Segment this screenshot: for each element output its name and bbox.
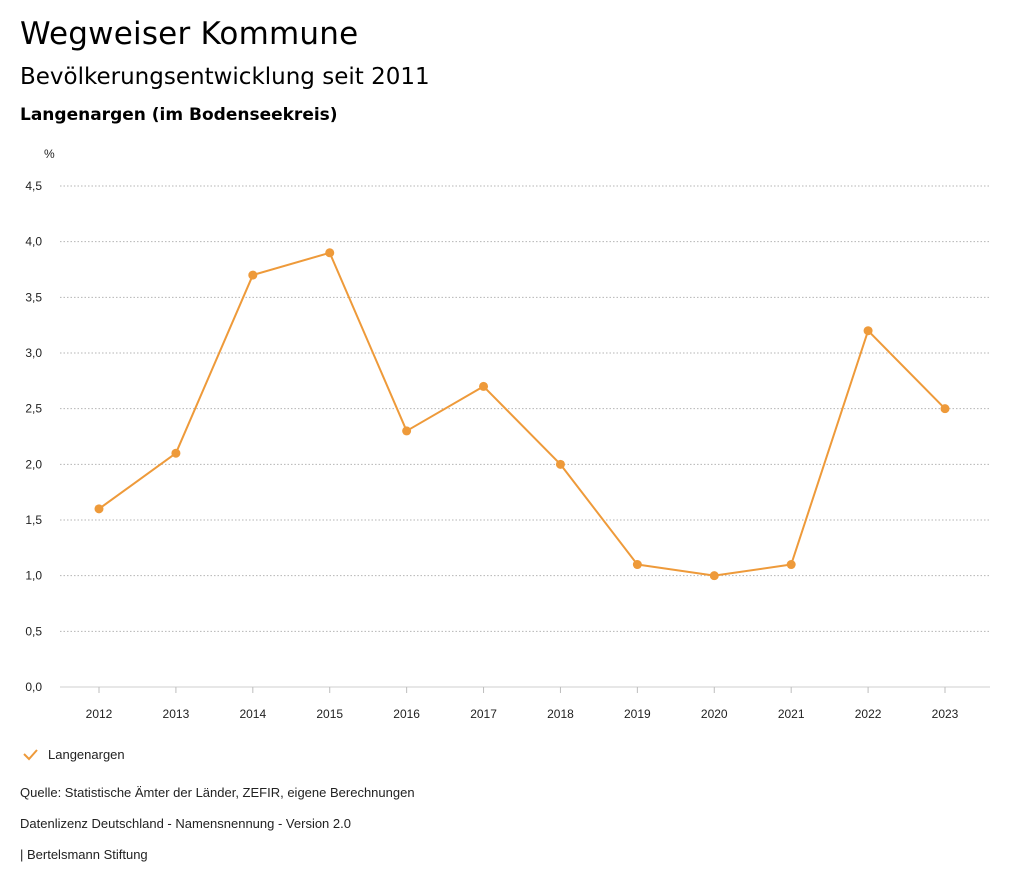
x-tick-label: 2014: [239, 707, 266, 721]
y-tick-label: 4,0: [25, 235, 42, 249]
line-chart: % 0,0 0,5 1,0 1,5 2,0 2,5 3,0 3,5 4,0 4,5 2012 2013 2…: [25, 147, 990, 721]
y-tick-label: 1,0: [25, 569, 42, 583]
x-tick-label: 2012: [86, 707, 113, 721]
x-tick-label: 2015: [316, 707, 343, 721]
x-tick-label: 2018: [547, 707, 574, 721]
data-point: [632, 560, 642, 570]
y-tick-label: 3,0: [25, 346, 42, 360]
license-text: Datenlizenz Deutschland - Namensnennung …: [20, 816, 351, 831]
y-axis-unit-label: %: [44, 147, 55, 161]
source-text: Quelle: Statistische Ämter der Länder, Z…: [20, 785, 415, 800]
chart-title: Wegweiser Kommune: [20, 16, 359, 52]
chart-subtitle: Bevölkerungsentwicklung seit 2011: [20, 64, 430, 90]
checkmark-icon: [23, 749, 38, 761]
y-tick-label: 0,5: [25, 624, 42, 638]
x-tick-label: 2022: [855, 707, 882, 721]
x-tick-label: 2019: [624, 707, 651, 721]
publisher-text: | Bertelsmann Stiftung: [20, 847, 148, 862]
data-point: [171, 448, 181, 458]
data-point: [709, 571, 719, 581]
data-point: [940, 404, 950, 414]
data-point: [863, 326, 873, 336]
series-line: [98, 251, 946, 577]
data-point: [248, 270, 258, 280]
data-point: [94, 504, 104, 514]
x-tick-label: 2016: [393, 707, 420, 721]
x-tick-label: 2017: [470, 707, 497, 721]
x-tick-label: 2013: [163, 707, 190, 721]
region-label: Langenargen (im Bodenseekreis): [20, 105, 338, 125]
legend-label: Langenargen: [48, 746, 125, 762]
x-tick-label: 2020: [701, 707, 728, 721]
data-point: [325, 248, 335, 258]
y-tick-label: 2,0: [25, 457, 42, 471]
x-tick-label: 2021: [778, 707, 805, 721]
data-point: [402, 426, 412, 436]
data-point: [786, 560, 796, 570]
legend[interactable]: Langenargen: [20, 744, 125, 764]
data-point: [555, 459, 565, 469]
y-tick-label: 4,5: [25, 179, 42, 193]
y-tick-label: 2,5: [25, 402, 42, 416]
data-point: [479, 381, 489, 391]
y-tick-label: 3,5: [25, 290, 42, 304]
y-tick-label: 0,0: [25, 680, 42, 694]
x-tick-label: 2023: [932, 707, 959, 721]
y-tick-label: 1,5: [25, 513, 42, 527]
